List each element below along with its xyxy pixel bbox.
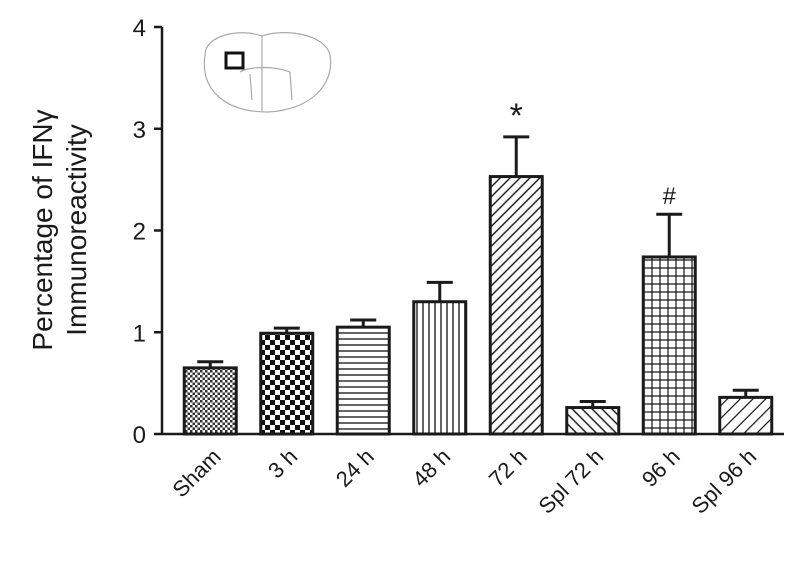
bar <box>718 395 774 436</box>
annotation: # <box>663 183 677 210</box>
y-tick-label: 2 <box>133 219 146 246</box>
bar <box>412 300 468 436</box>
y-axis-label: Percentage of IFNγ <box>27 109 58 350</box>
error-bar <box>273 326 300 334</box>
x-tick-label: 3 h <box>263 444 302 483</box>
annotation: * <box>510 97 523 135</box>
bar <box>335 325 391 436</box>
bar <box>488 175 544 436</box>
error-bar <box>579 399 606 408</box>
x-tick-label: 96 h <box>637 444 685 492</box>
x-tick-label: Spl 72 h <box>534 444 609 519</box>
error-bar <box>426 280 453 302</box>
y-tick-label: 1 <box>133 320 146 347</box>
x-tick-label: Sham <box>167 444 225 502</box>
x-tick-label: 72 h <box>484 444 532 492</box>
x-tick-label: 48 h <box>407 444 455 492</box>
error-bar <box>503 135 530 177</box>
bar <box>641 255 697 436</box>
x-tick-label: Spl 96 h <box>687 444 762 519</box>
brain-icon <box>203 32 332 113</box>
bar <box>259 331 315 436</box>
bar <box>182 366 238 436</box>
y-tick-label: 0 <box>133 422 146 449</box>
bar <box>565 406 621 436</box>
y-tick-label: 3 <box>133 117 146 144</box>
error-bar <box>350 318 377 328</box>
y-axis-label: Immunoreactivity <box>61 124 92 336</box>
error-bar <box>732 388 759 398</box>
error-bar <box>197 360 224 368</box>
x-tick-label: 24 h <box>331 444 379 492</box>
error-bar <box>656 212 683 257</box>
y-tick-label: 4 <box>133 15 146 42</box>
